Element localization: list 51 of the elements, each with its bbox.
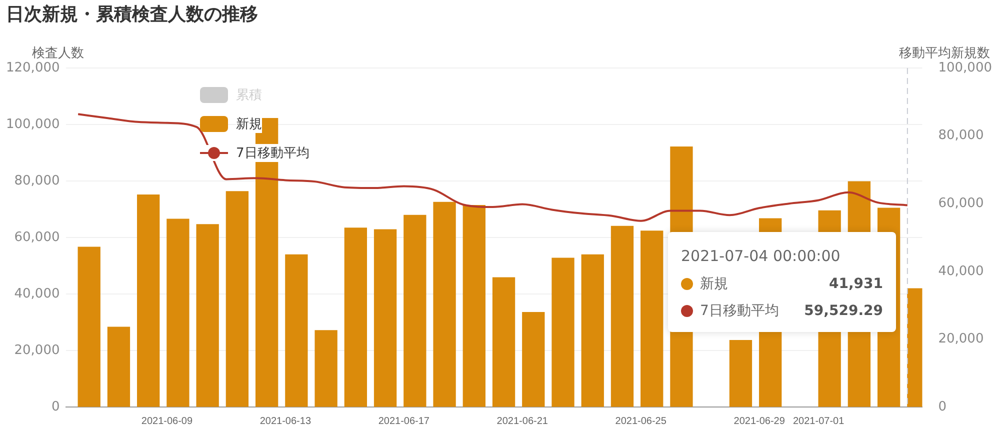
bar <box>610 226 634 407</box>
bar <box>729 340 752 407</box>
bar <box>107 326 130 407</box>
bar <box>492 277 516 407</box>
y2-tick-label: 80,000 <box>938 128 984 144</box>
y-axis-title: 検査人数 <box>32 45 84 62</box>
bar <box>285 254 308 407</box>
bar <box>226 191 249 407</box>
bar <box>640 230 664 407</box>
y2-axis-title: 移動平均新規数 <box>899 45 990 62</box>
annotation: 2021-07-04 00:00:00 <box>681 246 842 267</box>
legend-label: 7日移動平均 <box>236 144 310 162</box>
bar <box>522 312 545 407</box>
y-tick-label: 100,000 <box>6 116 60 132</box>
x-tick-label: 2021-07-01 <box>792 416 845 427</box>
y-tick-label: 120,000 <box>6 60 60 76</box>
bar <box>166 218 190 407</box>
x-tick-label: 2021-06-17 <box>378 416 430 427</box>
bar <box>344 228 367 407</box>
y-tick-label: 60,000 <box>14 230 60 245</box>
line-series <box>77 113 908 222</box>
x-tick-label: 2021-06-25 <box>615 416 667 427</box>
x-tick-label: 2021-06-13 <box>260 416 312 427</box>
y-tick-label: 20,000 <box>14 342 60 358</box>
y2-tick-label: 100,000 <box>938 60 992 76</box>
chart-title: 日次新規・累積検査人数の推移 <box>6 3 258 26</box>
bar <box>581 254 604 407</box>
annotation: 新規 <box>700 274 728 292</box>
bar <box>433 202 456 407</box>
y-tick-label: 0 <box>51 399 60 414</box>
annotation: 7日移動平均 <box>700 302 779 320</box>
bar <box>314 330 338 407</box>
y2-tick-label: 40,000 <box>938 264 984 279</box>
bar <box>137 194 160 407</box>
x-tick-label: 2021-06-29 <box>734 416 786 427</box>
bar <box>462 204 486 407</box>
y-tick-label: 80,000 <box>14 173 60 188</box>
annotation: 41,931 <box>828 276 883 292</box>
bar <box>78 246 100 407</box>
bar <box>196 224 219 407</box>
y2-tick-label: 0 <box>938 399 947 414</box>
annotation: 59,529.29 <box>804 302 883 318</box>
y-tick-label: 40,000 <box>14 286 60 302</box>
bar <box>404 214 426 407</box>
bar <box>552 258 574 407</box>
x-tick-label: 2021-06-09 <box>141 416 193 427</box>
legend-label: 新規 <box>236 114 262 132</box>
x-tick-label: 2021-06-21 <box>496 416 548 427</box>
y2-tick-label: 60,000 <box>938 196 984 211</box>
bar <box>374 229 397 407</box>
y2-tick-label: 20,000 <box>938 332 984 347</box>
